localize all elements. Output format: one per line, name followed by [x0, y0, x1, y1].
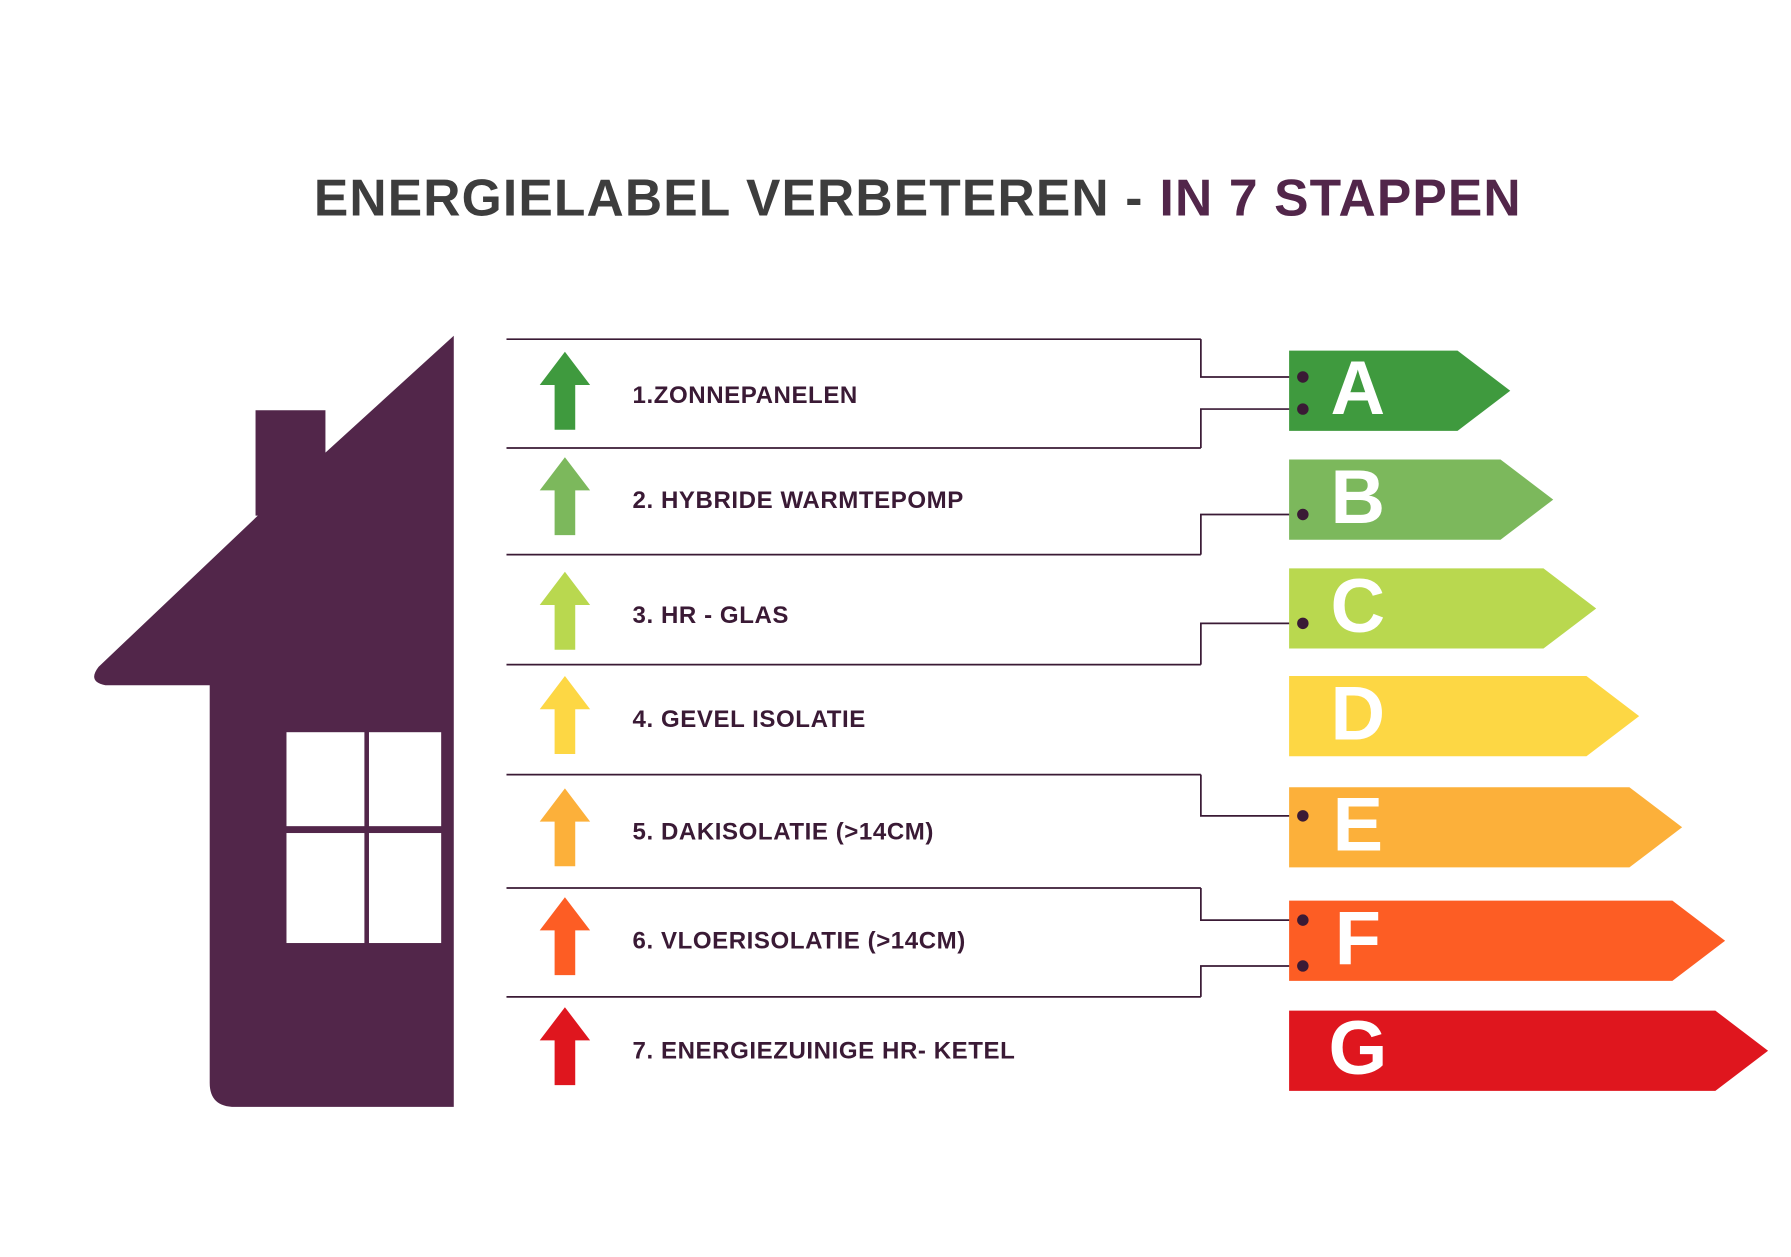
title: ENERGIELABEL VERBETEREN - IN 7 STAPPEN: [314, 168, 1522, 226]
connector: [1200, 513, 1303, 555]
step-text: 2. HYBRIDE WARMTEPOMP: [633, 487, 964, 514]
step-arrow: [539, 351, 591, 430]
dot: [1297, 403, 1309, 415]
dot: [1297, 508, 1309, 521]
energy-letter: F: [1335, 897, 1381, 981]
energy-letter: G: [1328, 1007, 1387, 1091]
energy-letter: E: [1333, 784, 1383, 868]
step-arrow: [539, 676, 591, 754]
step-arrow: [539, 1007, 591, 1086]
connector: [1200, 622, 1303, 665]
dot: [1297, 371, 1309, 383]
dot: [1297, 914, 1309, 926]
title-main: ENERGIELABEL VERBETEREN -: [314, 168, 1144, 226]
energy-label: [1289, 568, 1597, 649]
window-pane: [286, 833, 365, 944]
connector: [1200, 774, 1303, 817]
connector-dots: [1297, 371, 1309, 972]
dot: [1297, 960, 1309, 972]
connectors: [1200, 339, 1303, 997]
rows: 1.ZONNEPANELEN 2. HYBRIDE WARMTEPOMP 3. HR…: [506, 338, 1769, 1091]
step-text: 7. ENERGIEZUINIGE HR- KETEL: [633, 1037, 1016, 1064]
window-pane: [368, 732, 442, 827]
step-text: 6. VLOERISOLATIE (>14CM): [633, 927, 966, 954]
energy-label: [1289, 900, 1726, 981]
energy-label: [1289, 1010, 1769, 1091]
energy-letter: A: [1331, 347, 1386, 431]
window-pane: [286, 732, 365, 827]
dot: [1297, 617, 1309, 630]
energy-label: [1289, 459, 1554, 540]
energy-label: [1289, 350, 1511, 431]
step-text: 3. HR - GLAS: [633, 602, 790, 629]
energy-letter: D: [1331, 673, 1386, 757]
step-text: 4. GEVEL ISOLATIE: [633, 706, 866, 733]
window-pane: [368, 833, 442, 944]
energy-letter: C: [1331, 565, 1386, 649]
step-arrow: [539, 571, 591, 650]
energy-letter: B: [1331, 456, 1386, 540]
house: [94, 335, 454, 1107]
title-accent: IN 7 STAPPEN: [1160, 168, 1522, 226]
step-text: 1.ZONNEPANELEN: [633, 382, 858, 409]
step-arrow: [539, 897, 591, 976]
house-shape: [94, 335, 454, 1107]
step-arrow: [539, 788, 591, 867]
step-text: 5. DAKISOLATIE (>14CM): [633, 818, 934, 845]
connector: [1200, 339, 1303, 449]
step-arrow: [539, 457, 591, 536]
connector: [1200, 888, 1303, 997]
energy-label: [1289, 676, 1640, 757]
dot: [1297, 810, 1309, 822]
energy-label: [1289, 787, 1683, 868]
